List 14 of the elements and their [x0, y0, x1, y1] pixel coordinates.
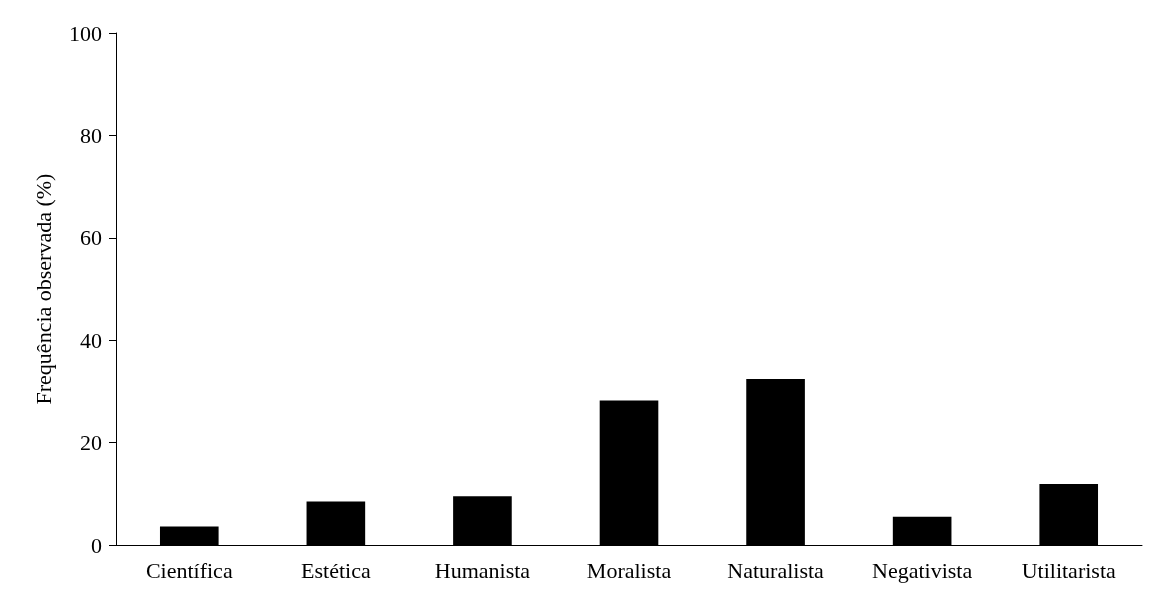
x-tick-label: Humanista [434, 557, 531, 583]
y-tick-label: 40 [80, 327, 102, 353]
x-tick-label: Estética [301, 557, 371, 583]
x-tick-label: Negativista [872, 557, 973, 583]
x-tick-label: Moralista [586, 557, 672, 583]
y-tick-label: 20 [80, 430, 102, 456]
y-tick-label: 80 [80, 122, 102, 148]
y-tick-label: 60 [80, 225, 102, 251]
x-tick-label: Naturalista [727, 557, 825, 583]
y-axis-title: Frequência observada (%) [30, 173, 56, 405]
y-tick-label: 100 [69, 20, 102, 46]
y-tick-label: 0 [91, 532, 102, 558]
x-tick-label: Utilitarista [1021, 557, 1116, 583]
x-tick-label: Científica [145, 557, 233, 583]
